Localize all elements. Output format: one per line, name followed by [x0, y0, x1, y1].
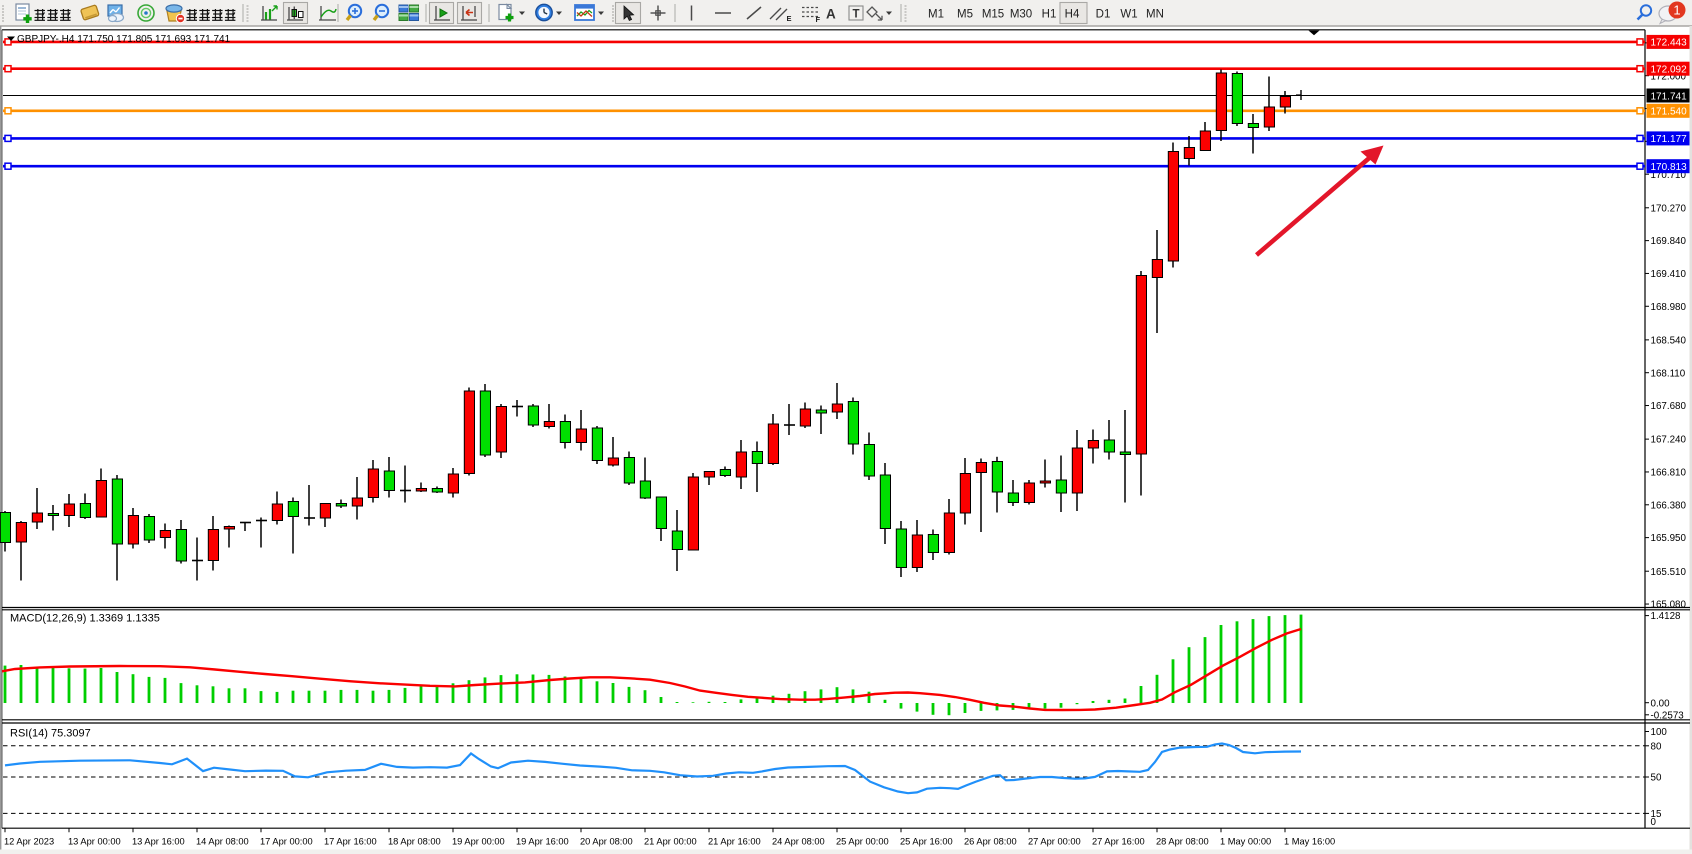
svg-text:-0.2573: -0.2573: [1651, 710, 1685, 721]
svg-text:15: 15: [1651, 809, 1662, 820]
svg-text:M30: M30: [1010, 9, 1032, 21]
svg-text:0.00: 0.00: [1651, 698, 1671, 709]
svg-text:18 Apr 08:00: 18 Apr 08:00: [388, 837, 441, 847]
svg-text:19 Apr 00:00: 19 Apr 00:00: [452, 837, 505, 847]
svg-text:19 Apr 16:00: 19 Apr 16:00: [516, 837, 569, 847]
svg-text:166.380: 166.380: [1651, 500, 1687, 511]
svg-text:170.270: 170.270: [1651, 203, 1687, 214]
svg-text:D1: D1: [1096, 9, 1111, 21]
svg-text:170.710: 170.710: [1651, 170, 1687, 181]
svg-text:17 Apr 16:00: 17 Apr 16:00: [324, 837, 377, 847]
svg-text:GBPJPY-.H4 171.750 171.805 17: GBPJPY-.H4 171.750 171.805 171.693 171.7…: [17, 34, 231, 45]
svg-text:14 Apr 08:00: 14 Apr 08:00: [196, 837, 249, 847]
svg-text:171.540: 171.540: [1651, 107, 1688, 118]
svg-text:MN: MN: [1146, 9, 1164, 21]
svg-text:13 Apr 16:00: 13 Apr 16:00: [132, 837, 185, 847]
svg-text:H4: H4: [1065, 9, 1080, 21]
svg-text:172.092: 172.092: [1651, 65, 1688, 76]
svg-text:168.980: 168.980: [1651, 302, 1687, 313]
svg-text:1: 1: [1673, 3, 1680, 18]
svg-text:28 Apr 08:00: 28 Apr 08:00: [1156, 837, 1209, 847]
svg-text:165.080: 165.080: [1651, 600, 1687, 611]
svg-text:RSI(14) 75.3097: RSI(14) 75.3097: [10, 728, 91, 740]
svg-text:26 Apr 08:00: 26 Apr 08:00: [964, 837, 1017, 847]
svg-text:A: A: [826, 7, 836, 22]
svg-text:168.540: 168.540: [1651, 335, 1687, 346]
svg-text:168.110: 168.110: [1651, 368, 1686, 379]
svg-text:171.177: 171.177: [1651, 134, 1688, 145]
svg-text:W1: W1: [1120, 9, 1137, 21]
svg-text:17 Apr 00:00: 17 Apr 00:00: [260, 837, 313, 847]
svg-text:M15: M15: [982, 9, 1004, 21]
svg-text:165.950: 165.950: [1651, 533, 1687, 544]
svg-text:F: F: [816, 15, 821, 24]
svg-text:171.741: 171.741: [1651, 91, 1688, 102]
svg-text:E: E: [787, 14, 792, 23]
svg-text:12 Apr 2023: 12 Apr 2023: [4, 837, 54, 847]
svg-text:M1: M1: [928, 9, 944, 21]
svg-text:169.840: 169.840: [1651, 236, 1687, 247]
svg-text:170.813: 170.813: [1651, 162, 1688, 173]
svg-text:1.4128: 1.4128: [1651, 611, 1682, 622]
svg-text:MACD(12,26,9) 1.3369 1.1335: MACD(12,26,9) 1.3369 1.1335: [10, 613, 160, 625]
svg-text:1 May 00:00: 1 May 00:00: [1220, 837, 1271, 847]
svg-text:100: 100: [1651, 727, 1668, 738]
svg-text:0: 0: [1651, 817, 1657, 828]
svg-text:165.510: 165.510: [1651, 567, 1687, 578]
svg-text:24 Apr 08:00: 24 Apr 08:00: [772, 837, 825, 847]
svg-text:27 Apr 00:00: 27 Apr 00:00: [1028, 837, 1081, 847]
svg-text:13 Apr 00:00: 13 Apr 00:00: [68, 837, 121, 847]
svg-text:20 Apr 08:00: 20 Apr 08:00: [580, 837, 633, 847]
svg-text:50: 50: [1651, 773, 1662, 784]
svg-text:167.240: 167.240: [1651, 435, 1687, 446]
svg-text:25 Apr 16:00: 25 Apr 16:00: [900, 837, 953, 847]
svg-text:172.000: 172.000: [1651, 71, 1687, 82]
svg-text:25 Apr 00:00: 25 Apr 00:00: [836, 837, 889, 847]
svg-text:21 Apr 00:00: 21 Apr 00:00: [644, 837, 697, 847]
svg-text:1 May 16:00: 1 May 16:00: [1284, 837, 1335, 847]
svg-text:169.410: 169.410: [1651, 269, 1687, 280]
svg-text:172.443: 172.443: [1651, 38, 1688, 49]
svg-text:167.680: 167.680: [1651, 401, 1687, 412]
svg-text:80: 80: [1651, 741, 1662, 752]
svg-text:H1: H1: [1042, 9, 1057, 21]
svg-text:166.810: 166.810: [1651, 468, 1687, 479]
svg-text:M5: M5: [957, 9, 973, 21]
svg-text:21 Apr 16:00: 21 Apr 16:00: [708, 837, 761, 847]
svg-text:27 Apr 16:00: 27 Apr 16:00: [1092, 837, 1145, 847]
svg-text:T: T: [853, 9, 860, 21]
